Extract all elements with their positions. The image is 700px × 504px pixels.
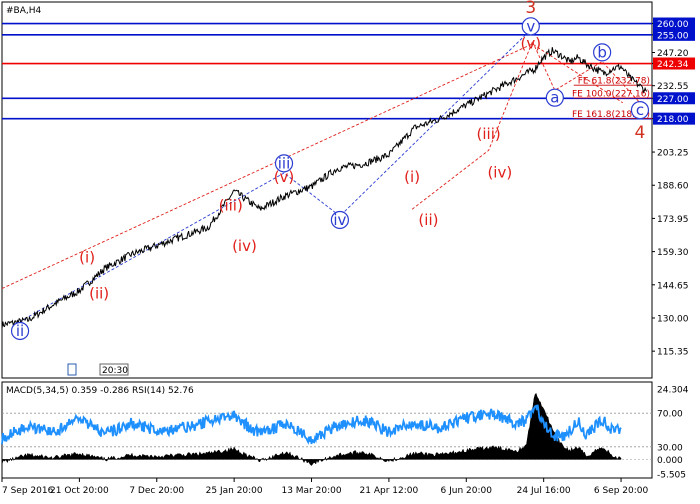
time-tick-label-6: 6 Jun 20:00	[441, 486, 493, 496]
fibo-label-2: FE 161.8(218.07)	[572, 110, 650, 120]
guide-red-correction	[532, 41, 641, 104]
indicator-tick-label-4: -5.505	[657, 471, 686, 481]
mini-controls[interactable]: 20:30	[67, 363, 129, 376]
indicator-panel: 24.304 70.00 30.00 0.000 -5.505	[1, 386, 689, 481]
wave-circle-7	[274, 154, 294, 173]
price-pill-5	[653, 92, 695, 105]
horizontal-lines	[2, 22, 652, 120]
price-tick-label-12: 130.00	[657, 314, 689, 324]
mini-box-time[interactable]	[99, 363, 129, 376]
fibo-label-1: FE 100.0(227.16)	[572, 89, 650, 99]
price-tick-label-10: 159.30	[657, 248, 689, 258]
indicator-tick-label-1: 70.00	[657, 410, 683, 420]
time-tick-label-7: 24 Jul 16:00	[517, 486, 571, 496]
wave-circle-13	[10, 321, 30, 341]
wave-label-16: (ii)	[418, 211, 438, 229]
time-tick-label-3: 25 Jan 20:00	[206, 486, 263, 496]
wave-labels: 34v(v)baciii(v)(iii)(iv)(i)(ii)iiiv(i)(i…	[10, 0, 650, 341]
wave-label-10: (iv)	[232, 237, 257, 255]
wave-label-6: c	[636, 101, 644, 119]
wave-label-11: (i)	[79, 248, 95, 266]
price-pill-1	[653, 28, 695, 41]
price-tick-label-1: 255.00	[657, 31, 689, 41]
price-pill-3	[653, 57, 695, 70]
wave-circle-5	[545, 88, 564, 107]
wave-circle-4	[593, 43, 612, 62]
wave-circle-2	[521, 17, 540, 36]
symbol-label: #BA,H4	[6, 6, 42, 16]
wave-label-2: v	[526, 17, 535, 35]
price-tick-label-13: 115.35	[657, 348, 689, 358]
price-line	[1, 47, 648, 329]
fibonacci-levels: FE 61.8(232.78) FE 100.0(227.16) FE 161.8(…	[572, 77, 652, 120]
price-tick-label-5: 227.00	[657, 95, 689, 105]
price-series	[1, 47, 648, 329]
time-tick-label-4: 13 Mar 20:00	[281, 486, 341, 496]
wave-label-18: (iv)	[487, 163, 512, 181]
wave-label-12: (ii)	[89, 285, 109, 303]
wave-label-8: (v)	[274, 168, 295, 186]
macd-histogram	[1, 392, 622, 466]
price-tick-label-11: 144.65	[657, 281, 689, 291]
indicator-title: MACD(5,34,5) 0.359 -0.286 RSI(14) 52.76	[6, 386, 194, 396]
time-tick-label-8: 6 Sep 20:00	[594, 486, 649, 496]
price-tick-label-6: 218.00	[657, 115, 689, 125]
price-tick-label-0: 260.00	[657, 20, 689, 30]
wave-label-9: (iii)	[219, 196, 243, 214]
time-tick-label-2: 7 Dec 20:00	[129, 486, 184, 496]
indicator-panel-frame	[1, 381, 653, 479]
indicator-tick-label-2: 30.00	[657, 443, 683, 453]
price-panel-frame	[1, 1, 653, 379]
wave-label-15: (i)	[404, 168, 420, 186]
wave-label-14: iv	[333, 211, 346, 229]
time-tick-label-1: 21 Oct 20:00	[50, 486, 109, 496]
time-tick-label-0: 7 Sep 2016	[2, 486, 54, 496]
guide-red-inner	[411, 41, 533, 210]
price-pill-6	[653, 112, 695, 125]
wave-circle-14	[330, 210, 349, 230]
wave-label-5: a	[550, 89, 559, 107]
price-pill-0	[653, 17, 695, 30]
wave-circle-6	[630, 101, 650, 120]
price-tick-label-4: 232.55	[657, 82, 689, 92]
wave-label-3: (v)	[520, 34, 541, 52]
price-tick-label-3: 242.34	[657, 60, 689, 70]
wave-label-13: ii	[16, 322, 24, 340]
indicator-tick-label-0: 24.304	[657, 386, 689, 396]
wave-label-4: b	[597, 43, 607, 61]
price-tick-label-7: 203.25	[657, 149, 689, 159]
wave-label-7: iii	[278, 154, 291, 172]
wave-label-17: (iii)	[477, 125, 501, 143]
price-tick-label-9: 173.95	[657, 215, 689, 225]
indicator-tick-label-3: 0.000	[657, 456, 683, 466]
fibo-label-0: FE 61.8(232.78)	[578, 77, 650, 87]
wave-label-1: 4	[635, 123, 646, 143]
price-tick-label-8: 188.60	[657, 182, 689, 192]
time-tick-label-5: 21 Apr 12:00	[360, 486, 419, 496]
rsi-line	[1, 404, 622, 445]
mini-box-time-label: 20:30	[102, 366, 128, 376]
wave-label-0: 3	[525, 0, 536, 18]
mini-box-small[interactable]	[67, 363, 77, 376]
guide-red-outer	[1, 43, 624, 289]
price-tick-label-2: 247.20	[657, 49, 689, 59]
